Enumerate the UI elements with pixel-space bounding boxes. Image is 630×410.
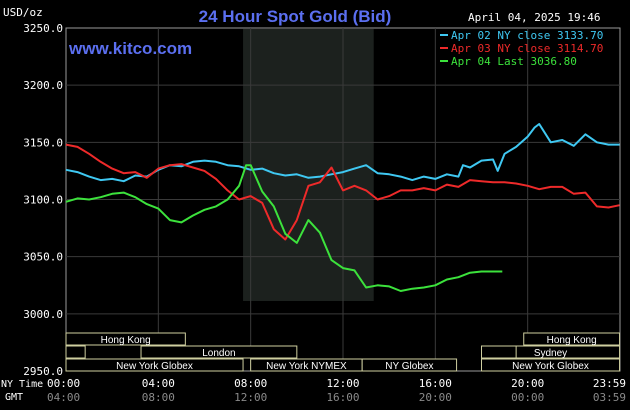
session-label: London	[202, 348, 235, 359]
x-tick-label-gmt: 16:00	[326, 391, 359, 404]
y-axis-unit-label: USD/oz	[3, 6, 43, 19]
session-label: New York NYMEX	[266, 361, 347, 372]
session-bar	[481, 345, 517, 359]
x-tick-label-gmt: 00:00	[511, 391, 544, 404]
x-tick-label-ny: 12:00	[326, 377, 359, 390]
y-tick-label: 2950.0	[23, 365, 63, 378]
session-bar	[65, 358, 244, 372]
grid-lines	[66, 28, 620, 371]
x-tick-label-ny: 16:00	[419, 377, 452, 390]
x-tick-label-gmt: 12:00	[234, 391, 267, 404]
chart-title: 24 Hour Spot Gold (Bid)	[199, 7, 392, 26]
overnight-highlight	[243, 29, 374, 301]
y-tick-labels: 3250.0 3200.0 3150.0 3100.0 3050.0 3000.0 2950…	[23, 22, 63, 378]
series-line	[65, 143, 620, 241]
session-bar	[361, 358, 458, 372]
session-label: Hong Kong	[101, 335, 151, 346]
y-tick-label: 3050.0	[23, 251, 63, 264]
legend-entry: Apr 02 NY close 3133.70	[451, 29, 603, 42]
x-tick-label-ny: 08:00	[234, 377, 267, 390]
y-tick-label: 3000.0	[23, 308, 63, 321]
x-tick-label-gmt: 03:59	[593, 391, 626, 404]
session-label: Sydney	[534, 348, 567, 359]
x-tick-label-ny: 00:00	[47, 377, 80, 390]
session-label: New York Globex	[116, 361, 193, 372]
x-tick-label-ny: 23:59	[593, 377, 626, 390]
session-bar	[481, 358, 621, 372]
session-bar	[65, 332, 186, 346]
series-line	[65, 164, 503, 292]
x-tick-labels: 00:0004:0004:0008:0008:0012:0012:0016:00…	[47, 377, 626, 404]
x-tick-label-gmt: 08:00	[142, 391, 175, 404]
session-bar	[65, 345, 86, 359]
gmt-row-label: GMT	[5, 392, 23, 403]
legend-entry: Apr 03 NY close 3114.70	[451, 42, 603, 55]
ny-time-row-label: NY Time	[1, 379, 43, 390]
session-bar	[523, 332, 621, 346]
y-tick-label: 3100.0	[23, 194, 63, 207]
y-tick-label: 3250.0	[23, 22, 63, 35]
session-bars: Hong Kong London New York Globex New York N…	[65, 332, 621, 372]
session-label: Hong Kong	[547, 335, 597, 346]
overnight-band	[243, 29, 374, 301]
x-tick-label-gmt: 04:00	[47, 391, 80, 404]
chart-timestamp: April 04, 2025 19:46	[468, 11, 600, 24]
x-tick-label-ny: 20:00	[511, 377, 544, 390]
session-label: New York Globex	[512, 361, 589, 372]
x-tick-label-ny: 04:00	[142, 377, 175, 390]
x-tick-label-gmt: 20:00	[419, 391, 452, 404]
y-tick-label: 3200.0	[23, 79, 63, 92]
legend-entry: Apr 04 Last 3036.80	[451, 55, 577, 68]
site-watermark[interactable]: www.kitco.com	[68, 39, 192, 58]
session-label: NY Globex	[385, 361, 433, 372]
y-tick-label: 3150.0	[23, 136, 63, 149]
session-bar	[140, 345, 298, 359]
price-series	[65, 123, 620, 292]
